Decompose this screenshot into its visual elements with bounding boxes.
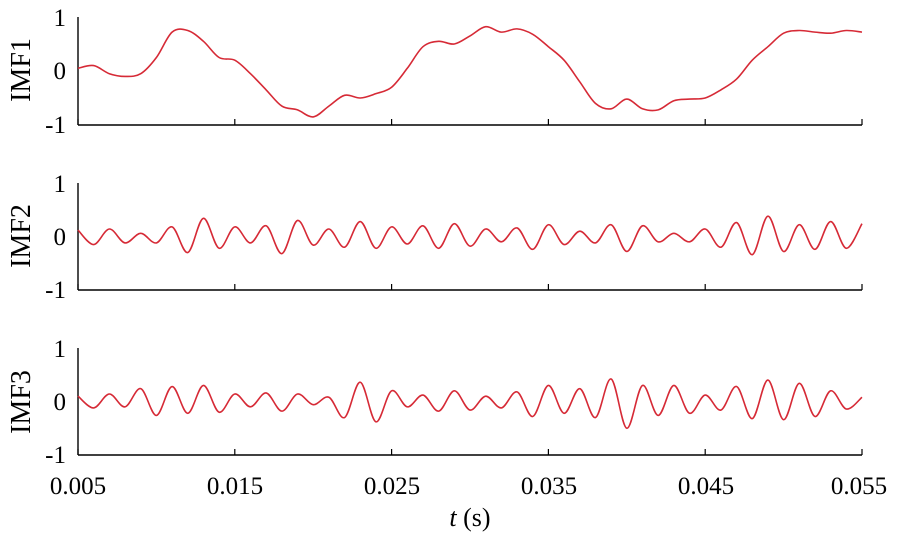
panel-imf2: IMF2 1 0 -1 <box>6 171 863 304</box>
x-axis-label: t (s) <box>449 503 490 532</box>
ytick-label-mid: 0 <box>54 389 67 416</box>
ytick-label-mid: 0 <box>54 224 67 251</box>
panel-imf3: IMF3 1 0 -1 <box>6 336 863 469</box>
series-line-imf2 <box>77 215 863 256</box>
panel-ylabel: IMF3 <box>6 370 37 434</box>
ytick-label-bottom: -1 <box>45 112 66 139</box>
ytick-label-top: 1 <box>54 5 67 32</box>
x-axis-label-var: t <box>449 503 457 532</box>
ytick-label-top: 1 <box>54 171 67 198</box>
panel-imf1: IMF1 1 0 -1 <box>6 5 863 139</box>
xtick-label: 0.045 <box>678 473 734 500</box>
axis-ticks <box>77 449 863 455</box>
axis-ticks <box>77 119 863 125</box>
ytick-label-bottom: -1 <box>45 277 66 304</box>
x-axis-label-unit: (s) <box>457 503 491 532</box>
xtick-label: 0.015 <box>207 473 263 500</box>
xtick-label: 0.035 <box>521 473 577 500</box>
panel-ylabel: IMF2 <box>6 204 37 268</box>
x-tick-labels: 0.005 0.015 0.025 0.035 0.045 0.055 <box>50 473 887 500</box>
xtick-label: 0.025 <box>364 473 420 500</box>
axis-ticks <box>77 284 863 290</box>
series-line-imf1 <box>77 25 863 118</box>
ytick-label-top: 1 <box>54 336 67 363</box>
xtick-label: 0.005 <box>50 473 106 500</box>
ytick-label-bottom: -1 <box>45 442 66 469</box>
ytick-label-mid: 0 <box>54 58 67 85</box>
series-line-imf3 <box>77 378 863 430</box>
panel-ylabel: IMF1 <box>6 38 37 102</box>
xtick-label: 0.055 <box>831 473 887 500</box>
